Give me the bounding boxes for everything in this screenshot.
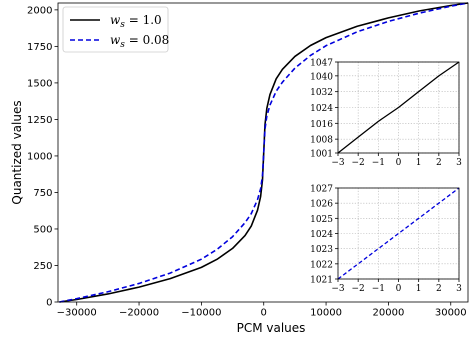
y-tick-label: 1008: [310, 136, 333, 146]
y-tick-label: 1040: [310, 72, 333, 82]
x-tick-label: 2: [436, 284, 442, 294]
legend-label-1: ws = 0.08: [110, 33, 169, 50]
y-tick-label: 1024: [310, 104, 333, 114]
x-tick-label: −1: [372, 284, 385, 294]
y-tick-label: 0: [46, 298, 52, 309]
x-tick-label: 20000: [373, 308, 405, 319]
legend-value: = 0.08: [125, 33, 169, 47]
x-tick-label: 1: [416, 158, 422, 168]
series-line-0: [337, 187, 460, 280]
x-tick-label: −30000: [57, 308, 97, 319]
y-tick-label: 1001: [310, 150, 333, 160]
legend-symbol: w: [110, 33, 121, 47]
series-line-1: [59, 2, 469, 303]
x-tick-label: −2: [352, 284, 365, 294]
x-tick-label: 30000: [435, 308, 467, 319]
x-tick-label: −3: [331, 158, 345, 168]
x-tick-label: 3: [456, 158, 462, 168]
y-tick-label: 1250: [27, 115, 52, 126]
x-tick-label: 3: [456, 284, 462, 294]
main-axes: −30000 −20000 −10000 0 10000 20000 30000025050…: [10, 2, 469, 335]
y-tick-label: 1021: [310, 276, 333, 286]
y-tick-label: 750: [33, 188, 52, 199]
x-tick-label: 10000: [310, 308, 342, 319]
y-tick-label: 250: [33, 261, 52, 272]
x-axis-label: PCM values: [237, 321, 306, 335]
axes-frame: [57, 2, 469, 303]
y-tick-label: 1016: [310, 120, 333, 130]
legend-subscript: s: [120, 20, 125, 30]
y-tick-label: 1025: [310, 215, 333, 225]
y-tick-label: 1024: [310, 230, 333, 240]
y-tick-label: 1027: [310, 185, 333, 195]
x-tick-label: 1: [416, 284, 422, 294]
legend-subscript: s: [120, 40, 125, 50]
x-tick-label: 2: [436, 158, 442, 168]
y-tick-label: 1023: [310, 245, 333, 255]
series-line-0: [337, 61, 460, 154]
inset-top-axes: −3 −2 −1 0 1 2 3 1001 1008 1016 1024 1032 1040 1047: [310, 59, 462, 169]
x-tick-label: 0: [396, 284, 402, 294]
legend-label-0: ws = 1.0: [110, 13, 162, 30]
y-tick-label: 1000: [27, 151, 52, 162]
y-tick-label: 2000: [27, 5, 52, 16]
x-tick-label: 0: [396, 158, 402, 168]
y-tick-label: 1022: [310, 260, 333, 270]
y-axis-label: Quantized values: [10, 100, 24, 204]
x-tick-label: −10000: [181, 308, 221, 319]
y-tick-label: 1032: [310, 88, 333, 98]
y-tick-label: 1047: [310, 59, 333, 69]
x-tick-label: −2: [352, 158, 365, 168]
inset-bottom-axes: −3 −2 −1 0 1 2 3 1021 1022 1023 1024 1025 1026 1027: [310, 185, 462, 295]
y-tick-label: 1500: [27, 78, 52, 89]
x-tick-label: −3: [331, 284, 345, 294]
legend: ws = 1.0ws = 0.08: [62, 6, 169, 53]
y-tick-label: 1026: [310, 200, 333, 210]
y-tick-label: 1750: [27, 42, 52, 53]
y-tick-label: 500: [33, 224, 52, 235]
legend-value: = 1.0: [125, 13, 162, 27]
x-tick-label: 0: [261, 308, 267, 319]
legend-symbol: w: [110, 13, 121, 27]
x-tick-label: −1: [372, 158, 385, 168]
x-tick-label: −20000: [119, 308, 159, 319]
